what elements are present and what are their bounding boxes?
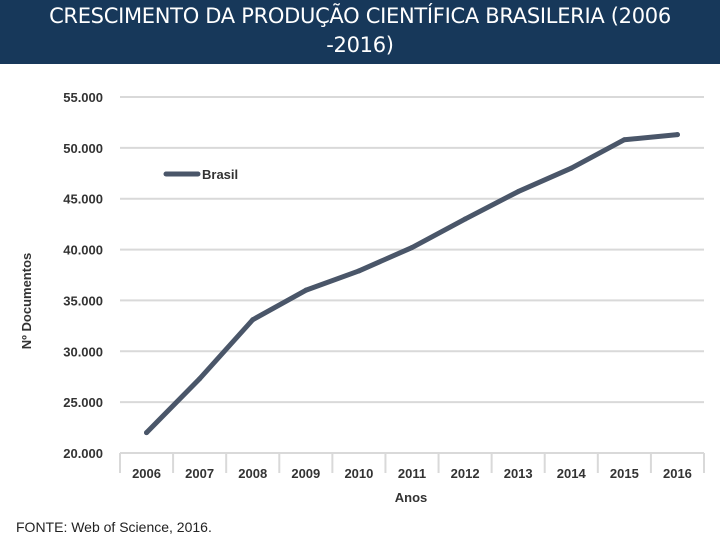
data-point [144, 430, 150, 436]
chart-gridlines [119, 96, 705, 473]
x-tick-label: 2008 [238, 466, 267, 481]
x-tick-label: 2010 [344, 466, 373, 481]
data-point [356, 268, 362, 274]
y-tick-label: 50.000 [63, 141, 103, 156]
x-tick-label: 2006 [132, 466, 161, 481]
page-title: CRESCIMENTO DA PRODUÇÃO CIENTÍFICA BRASI… [49, 4, 671, 57]
data-point [515, 189, 521, 195]
data-point [409, 245, 415, 251]
legend-label-brasil: Brasil [202, 167, 238, 182]
data-point [197, 376, 203, 382]
x-axis-label: Anos [395, 490, 428, 505]
x-tick-label: 2013 [504, 466, 533, 481]
data-point [250, 317, 256, 323]
data-point [303, 287, 309, 293]
x-tick-label: 2012 [451, 466, 480, 481]
data-point [462, 216, 468, 222]
source-note: FONTE: Web of Science, 2016. [16, 519, 212, 535]
x-tick-label: 2016 [663, 466, 692, 481]
x-tick-label: 2009 [291, 466, 320, 481]
line-chart: 20.000 25.000 30.000 35.000 40.000 45.000 50.0… [19, 90, 705, 505]
y-axis-ticks: 20.000 25.000 30.000 35.000 40.000 45.000 50.0… [63, 90, 103, 461]
y-tick-label: 55.000 [63, 90, 103, 105]
y-tick-label: 35.000 [63, 293, 103, 308]
data-point [568, 165, 574, 171]
chart-series [144, 132, 680, 436]
x-tick-label: 2011 [398, 466, 426, 481]
y-tick-label: 40.000 [63, 243, 103, 258]
x-tick-label: 2014 [557, 466, 587, 481]
x-tick-label: 2015 [610, 466, 639, 481]
x-axis-ticks: 2006 2007 2008 2009 2010 2011 2012 2013 2014 2015… [132, 466, 692, 481]
y-tick-label: 20.000 [63, 446, 103, 461]
x-tick-label: 2007 [185, 466, 214, 481]
data-point [621, 137, 627, 143]
data-point [674, 132, 680, 138]
y-tick-label: 45.000 [63, 192, 103, 207]
y-axis-label: Nº Documentos [19, 253, 34, 349]
title-banner: CRESCIMENTO DA PRODUÇÃO CIENTÍFICA BRASI… [0, 0, 720, 64]
y-tick-label: 25.000 [63, 395, 103, 410]
chart-legend: Brasil [163, 167, 238, 182]
y-tick-label: 30.000 [63, 344, 103, 359]
